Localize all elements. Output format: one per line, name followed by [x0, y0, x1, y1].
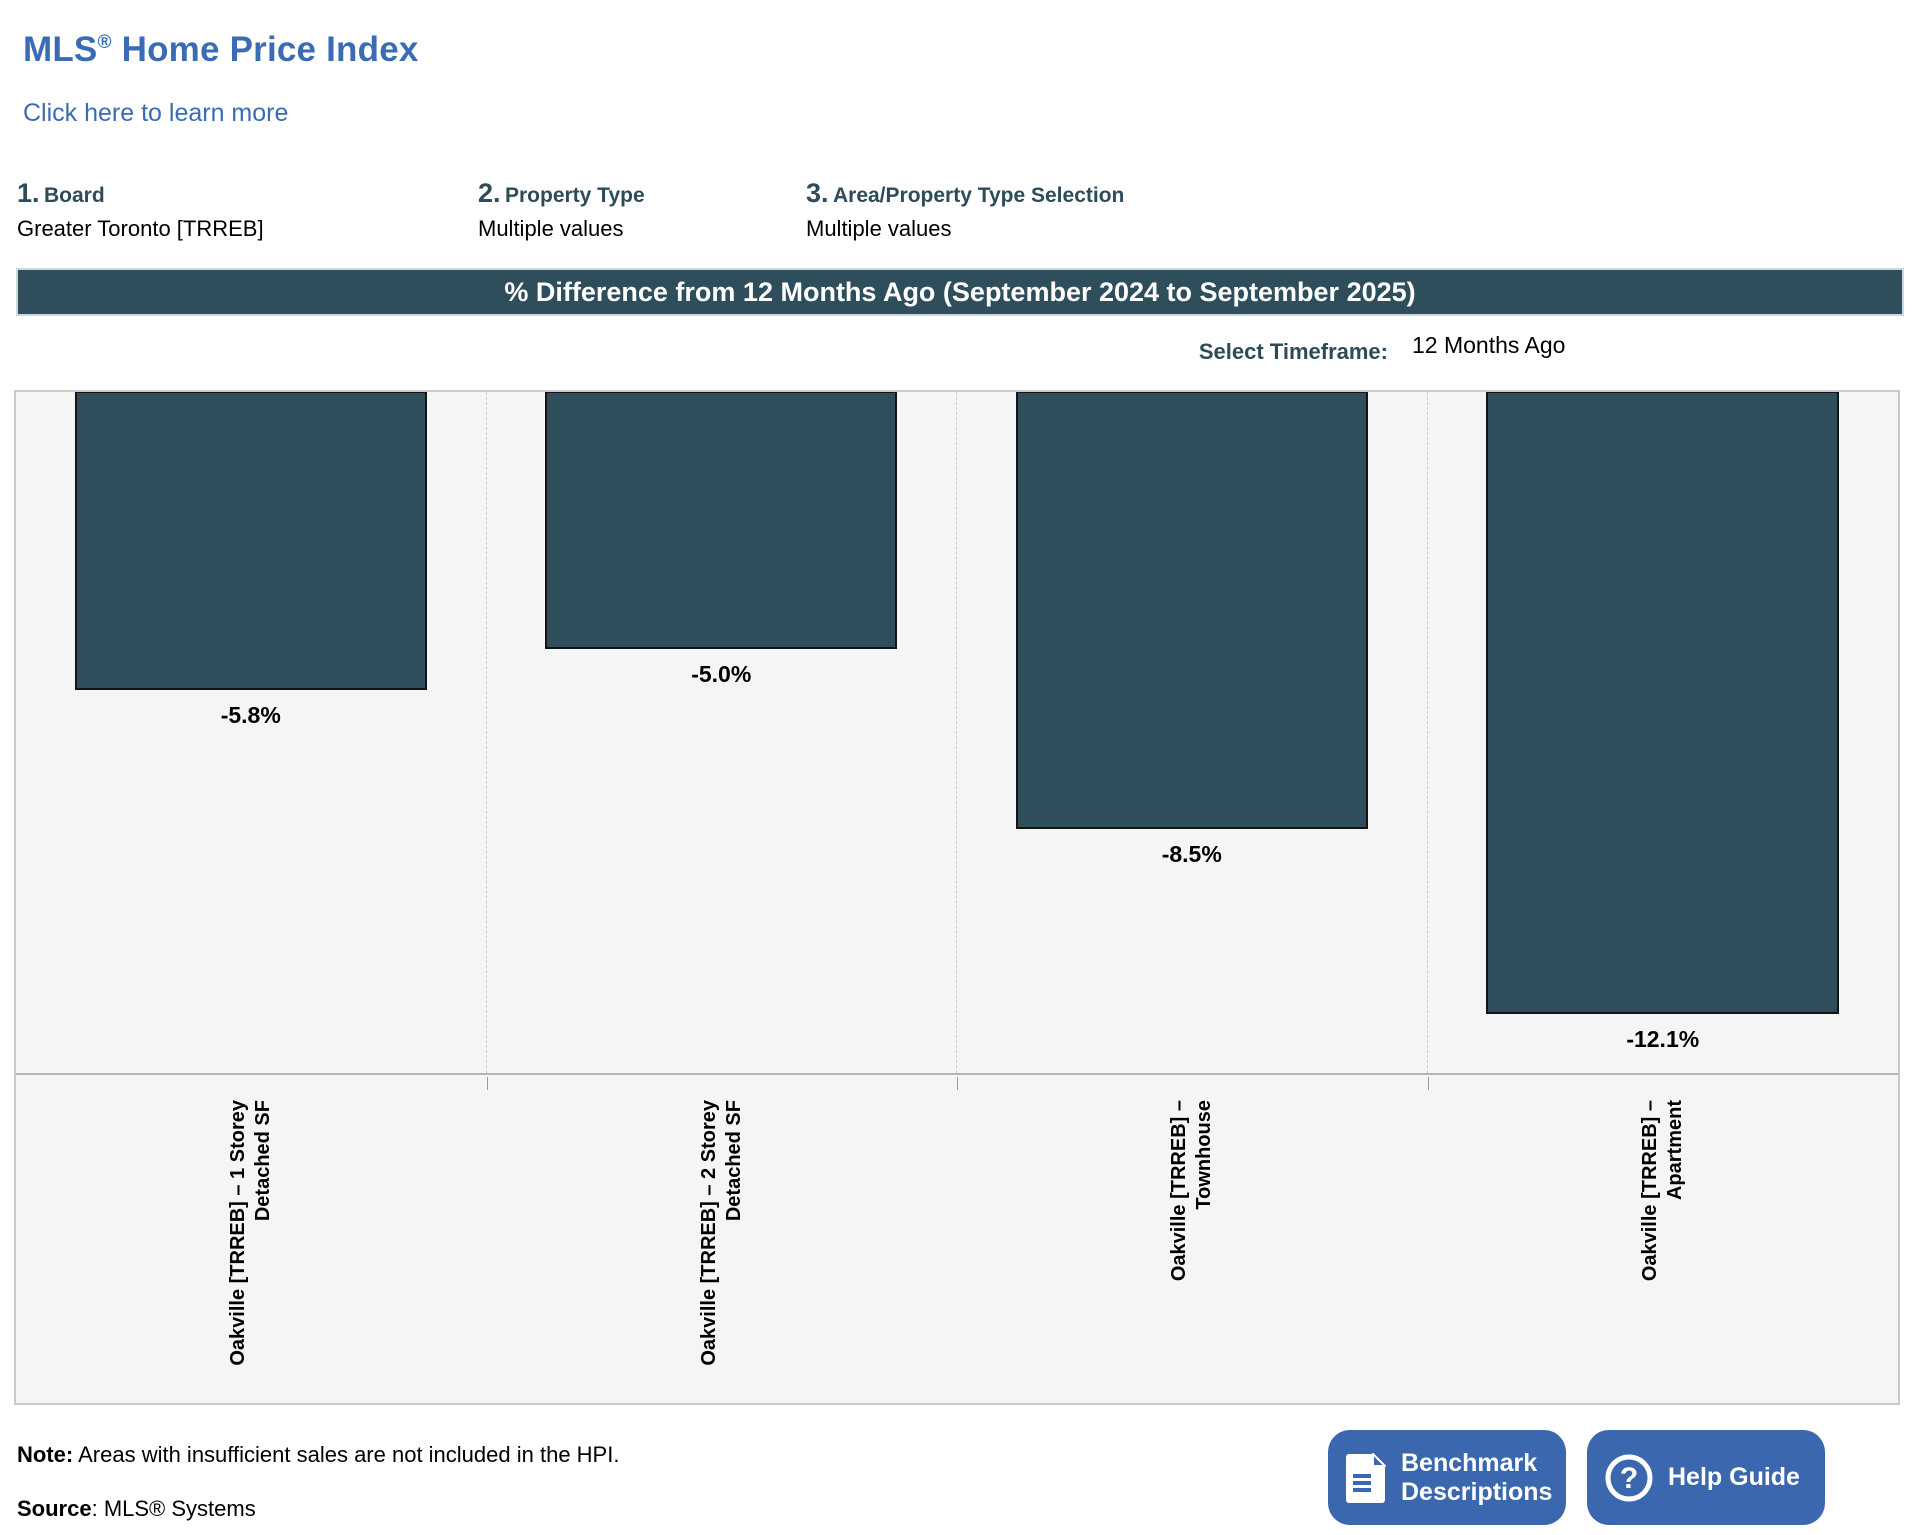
help-guide-button[interactable]: ? Help Guide: [1587, 1430, 1825, 1525]
bar-value-label: -12.1%: [1626, 1025, 1700, 1052]
filter-board-header: 1. Board: [17, 178, 264, 209]
filter-board-label: Board: [43, 184, 105, 207]
bar[interactable]: [545, 392, 898, 649]
x-axis-tick: [957, 1077, 958, 1090]
filter-property-type: 2. Property Type Multiple values: [478, 178, 645, 242]
benchmark-descriptions-button[interactable]: Benchmark Descriptions: [1328, 1430, 1566, 1525]
x-axis-tick: [1427, 1077, 1429, 1090]
filter-board-number: 1.: [17, 178, 40, 208]
x-axis-label: Oakville [TRREB] – Townhouse: [1168, 1100, 1216, 1282]
filter-property-type-number: 2.: [478, 178, 501, 208]
x-axis-tick: [486, 1077, 488, 1090]
filter-property-type-header: 2. Property Type: [478, 178, 645, 209]
svg-text:?: ?: [1620, 1462, 1638, 1495]
chart-column: -8.5%: [957, 392, 1428, 1073]
bar[interactable]: [74, 392, 427, 691]
bar-value-label: -8.5%: [1161, 840, 1222, 867]
filter-area-selection-value[interactable]: Multiple values: [806, 216, 952, 241]
filter-area-selection-number: 3.: [806, 178, 829, 208]
hpi-bar-chart: -5.8% -5.0% -8.5% -12.1% Oakville [TRREB] –…: [14, 390, 1900, 1405]
question-mark-icon: ?: [1605, 1454, 1653, 1501]
chart-column: -5.8%: [16, 392, 487, 1073]
bar[interactable]: [1486, 392, 1840, 1014]
summary-banner: % Difference from 12 Months Ago (Septemb…: [16, 268, 1904, 316]
help-guide-label: Help Guide: [1668, 1463, 1800, 1491]
filter-board-value[interactable]: Greater Toronto [TRREB]: [17, 216, 264, 241]
bar-value-label: -5.0%: [691, 660, 752, 687]
document-icon: [1346, 1452, 1386, 1503]
learn-more-link[interactable]: Click here to learn more: [23, 99, 289, 127]
chart-column: -5.0%: [487, 392, 957, 1073]
filter-area-selection-label: Area/Property Type Selection: [832, 184, 1125, 207]
filter-property-type-label: Property Type: [504, 184, 645, 207]
note-text: Note: Areas with insufficient sales are …: [17, 1442, 620, 1467]
source-text: Source: MLS® Systems: [17, 1496, 256, 1521]
x-axis-label: Oakville [TRREB] – 1 Storey Detached SF: [227, 1100, 275, 1366]
banner-title: % Difference from 12 Months Ago (Septemb…: [504, 276, 1416, 307]
registered-trademark-symbol: ®: [97, 32, 112, 53]
filter-property-type-value[interactable]: Multiple values: [478, 216, 624, 241]
filter-board: 1. Board Greater Toronto [TRREB]: [17, 178, 264, 242]
x-axis-label: Oakville [TRREB] – Apartment: [1638, 1100, 1686, 1282]
page-title: MLS® Home Price Index: [23, 30, 419, 69]
benchmark-descriptions-label: Benchmark Descriptions: [1401, 1448, 1553, 1506]
filter-area-selection-header: 3. Area/Property Type Selection: [806, 178, 1124, 209]
filter-area-selection: 3. Area/Property Type Selection Multiple…: [806, 178, 1124, 242]
chart-column: -12.1%: [1428, 392, 1899, 1073]
plot-area: -5.8% -5.0% -8.5% -12.1%: [16, 392, 1898, 1075]
bar-value-label: -5.8%: [220, 702, 281, 729]
timeframe-dropdown[interactable]: 12 Months Ago: [1412, 332, 1566, 358]
timeframe-label: Select Timeframe:: [1198, 339, 1388, 364]
bar[interactable]: [1015, 392, 1368, 829]
x-axis-label: Oakville [TRREB] – 2 Storey Detached SF: [697, 1100, 745, 1366]
x-axis-band: Oakville [TRREB] – 1 Storey Detached SF Oa…: [16, 1077, 1898, 1403]
